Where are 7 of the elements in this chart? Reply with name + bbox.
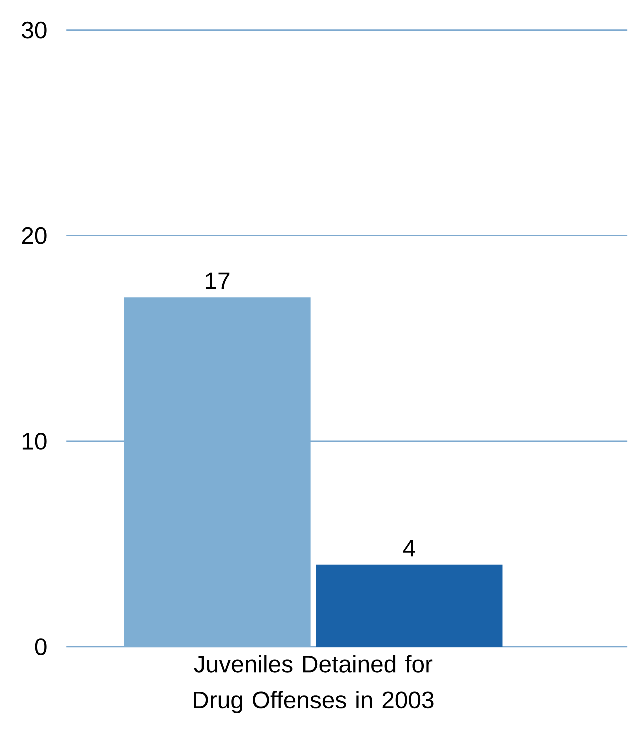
data-label: 4 [404,540,416,557]
y-tick-label: 10 [23,432,47,450]
y-tick-label: 20 [22,227,47,244]
y-tick-label: 30 [22,22,47,39]
y-tick-label: 0 [36,638,47,656]
data-label: 17 [206,272,230,290]
x-tick-label: Juveniles Detained for Drug Offenses in 2003 [194,655,434,714]
